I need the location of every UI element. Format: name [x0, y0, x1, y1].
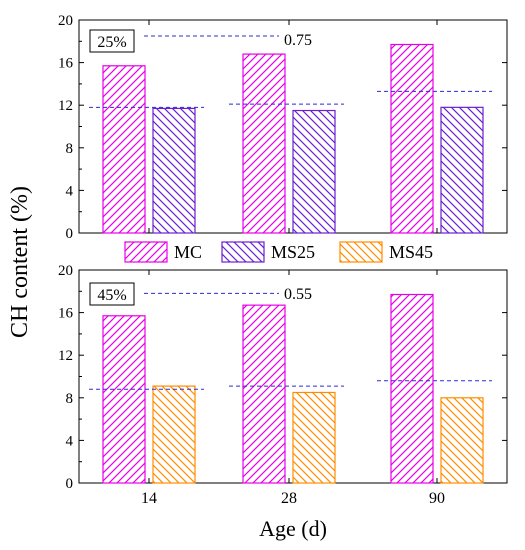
legend-swatch-MC	[124, 241, 168, 263]
top-ytick-label: 12	[58, 98, 73, 114]
top-bar-MC-28	[242, 53, 286, 234]
top-bar-MS25-90	[440, 106, 484, 234]
bottom-panel-label: 45%	[97, 287, 126, 304]
xtick-label-90: 90	[429, 490, 445, 507]
legend-label-MS25: MS25	[271, 242, 315, 262]
xtick-label-28: 28	[281, 490, 297, 507]
bottom-ytick-label: 8	[66, 391, 74, 407]
top-panel-label-box	[89, 29, 135, 53]
top-bar-MS25-28	[292, 109, 336, 234]
legend-swatch-MS25	[221, 241, 265, 263]
legend-label-MS45: MS45	[389, 242, 433, 262]
bottom-ytick-label: 20	[58, 263, 73, 279]
top-ytick-label: 8	[66, 141, 74, 157]
bottom-bar-MC-90	[390, 293, 434, 484]
top-annotation: 0.75	[284, 32, 312, 49]
bottom-ytick-label: 0	[66, 476, 74, 492]
legend-label-MC: MC	[174, 242, 202, 262]
top-ytick-label: 4	[66, 183, 74, 199]
bottom-panel-label-box	[89, 282, 135, 306]
bottom-bar-MC-28	[242, 304, 286, 484]
top-bar-MC-90	[390, 43, 434, 234]
bottom-ytick-label: 16	[58, 306, 74, 322]
legend-swatch-MS45	[339, 241, 383, 263]
xtick-label-14: 14	[141, 490, 157, 507]
top-ytick-label: 0	[66, 226, 74, 242]
top-panel-label: 25%	[97, 34, 126, 51]
bottom-annotation: 0.55	[284, 286, 312, 303]
bottom-ytick-label: 12	[58, 348, 73, 364]
top-ytick-label: 20	[58, 13, 73, 29]
x-axis-title: Age (d)	[259, 516, 327, 541]
top-panel-marks: 0 4 8 12 16 20	[58, 13, 507, 242]
top-ytick-label: 16	[58, 56, 74, 72]
y-axis-title: CH content (%)	[7, 186, 33, 338]
bottom-bar-MS45-14	[152, 385, 196, 484]
bottom-bar-MS45-90	[440, 397, 484, 484]
top-bar-MS25-14	[152, 107, 196, 234]
bottom-ytick-label: 4	[66, 433, 74, 449]
top-bar-MC-14	[102, 65, 146, 234]
legend: MC MS25 MS45	[124, 241, 433, 263]
bottom-bar-MC-14	[102, 315, 146, 484]
bottom-panel-marks: 0 4 8 12 16 20 14 28 90	[58, 263, 507, 507]
bottom-bar-MS45-28	[292, 391, 336, 484]
